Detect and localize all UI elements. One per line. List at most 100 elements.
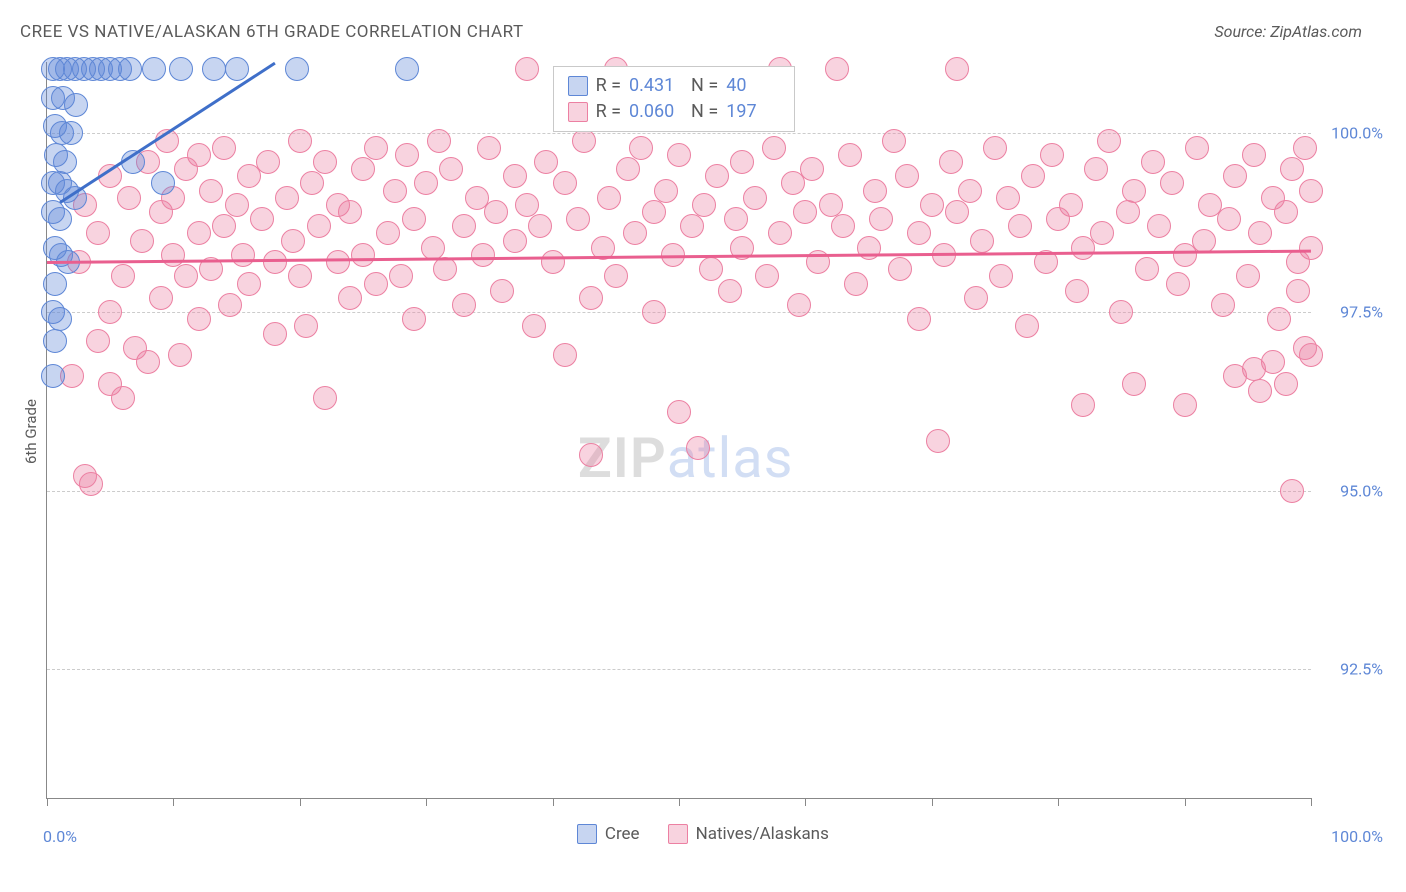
data-point <box>1135 257 1159 281</box>
data-point <box>1084 157 1108 181</box>
legend-label: Cree <box>605 824 640 844</box>
stats-r-value: 0.431 <box>629 73 683 99</box>
data-point <box>616 157 640 181</box>
data-point <box>300 171 324 195</box>
legend-bottom: Cree Natives/Alaskans <box>577 824 829 844</box>
stats-n-value: 197 <box>726 99 780 125</box>
data-point <box>579 286 603 310</box>
data-point <box>939 150 963 174</box>
data-point <box>572 129 596 153</box>
data-point <box>490 279 514 303</box>
data-point <box>907 307 931 331</box>
stats-box: R =0.431N =40R =0.060N =197 <box>553 66 796 132</box>
data-point <box>477 136 501 160</box>
data-point <box>819 193 843 217</box>
y-tick-label: 100.0% <box>1331 124 1383 143</box>
data-point <box>667 400 691 424</box>
data-point <box>376 221 400 245</box>
data-point <box>528 214 552 238</box>
data-point <box>724 207 748 231</box>
data-point <box>364 272 388 296</box>
data-point <box>187 307 211 331</box>
data-point <box>212 136 236 160</box>
data-point <box>383 179 407 203</box>
data-point <box>64 93 88 117</box>
data-point <box>48 307 72 331</box>
stats-r-label: R = <box>596 73 621 99</box>
data-point <box>503 229 527 253</box>
data-point <box>395 143 419 167</box>
x-min-label: 0.0% <box>43 827 77 846</box>
data-point <box>142 57 166 81</box>
data-point <box>800 157 824 181</box>
data-point <box>755 264 779 288</box>
data-point <box>237 272 261 296</box>
data-point <box>1090 221 1114 245</box>
gridline <box>47 133 1311 134</box>
x-tick <box>300 798 301 806</box>
stats-row: R =0.060N =197 <box>568 99 781 125</box>
data-point <box>534 150 558 174</box>
x-tick <box>173 798 174 806</box>
data-point <box>964 286 988 310</box>
data-point <box>263 250 287 274</box>
data-point <box>118 57 142 81</box>
data-point <box>199 179 223 203</box>
data-point <box>53 150 77 174</box>
data-point <box>117 186 141 210</box>
data-point <box>642 200 666 224</box>
chart-title: CREE VS NATIVE/ALASKAN 6TH GRADE CORRELA… <box>20 22 524 42</box>
data-point <box>1116 200 1140 224</box>
data-point <box>281 229 305 253</box>
data-point <box>888 257 912 281</box>
data-point <box>680 214 704 238</box>
data-point <box>130 229 154 253</box>
data-point <box>1097 129 1121 153</box>
data-point <box>1261 350 1285 374</box>
data-point <box>1065 279 1089 303</box>
data-point <box>945 57 969 81</box>
data-point <box>1015 314 1039 338</box>
data-point <box>1021 164 1045 188</box>
legend-swatch <box>577 824 597 844</box>
data-point <box>338 286 362 310</box>
data-point <box>111 264 135 288</box>
data-point <box>351 157 375 181</box>
data-point <box>604 264 628 288</box>
y-tick-label: 95.0% <box>1340 481 1383 500</box>
stats-r-label: R = <box>596 99 621 125</box>
data-point <box>1223 164 1247 188</box>
x-tick <box>47 798 48 806</box>
data-point <box>1173 393 1197 417</box>
data-point <box>1274 200 1298 224</box>
data-point <box>1248 221 1272 245</box>
plot-area: ZIPatlas 92.5%95.0%97.5%100.0%0.0%100.0%… <box>46 62 1311 799</box>
legend-item: Cree <box>577 824 640 844</box>
data-point <box>1280 479 1304 503</box>
x-max-label: 100.0% <box>1331 827 1383 846</box>
data-point <box>566 207 590 231</box>
data-point <box>86 329 110 353</box>
data-point <box>1299 179 1323 203</box>
data-point <box>1293 136 1317 160</box>
x-tick <box>679 798 680 806</box>
watermark: ZIPatlas <box>578 425 794 491</box>
data-point <box>1217 207 1241 231</box>
data-point <box>768 221 792 245</box>
data-point <box>1008 214 1032 238</box>
data-point <box>1267 307 1291 331</box>
data-point <box>503 164 527 188</box>
gridline <box>47 491 1311 492</box>
legend-item: Natives/Alaskans <box>668 824 829 844</box>
data-point <box>996 186 1020 210</box>
x-tick <box>1311 798 1312 806</box>
data-point <box>983 136 1007 160</box>
data-point <box>218 293 242 317</box>
data-point <box>597 186 621 210</box>
data-point <box>250 207 274 231</box>
data-point <box>151 171 175 195</box>
data-point <box>212 214 236 238</box>
data-point <box>863 179 887 203</box>
data-point <box>43 329 67 353</box>
data-point <box>288 129 312 153</box>
